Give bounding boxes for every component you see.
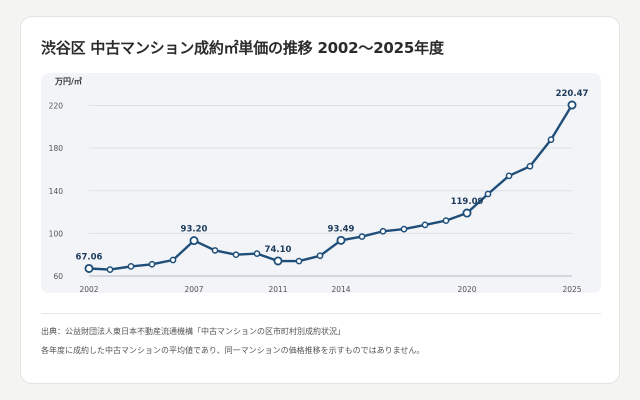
data-label: 93.20 bbox=[181, 225, 208, 235]
data-point bbox=[400, 225, 408, 233]
data-point bbox=[526, 162, 534, 170]
data-point bbox=[567, 100, 577, 110]
y-axis-label: 万円/㎡ bbox=[54, 76, 82, 86]
data-point bbox=[253, 250, 261, 257]
y-tick-label: 180 bbox=[49, 144, 64, 153]
x-tick-label: 2002 bbox=[79, 285, 98, 293]
data-point bbox=[336, 235, 346, 245]
y-tick-label: 140 bbox=[49, 187, 64, 196]
data-point bbox=[211, 247, 219, 254]
data-label: 119.09 bbox=[451, 197, 484, 207]
y-tick-label: 100 bbox=[49, 229, 64, 238]
data-point bbox=[273, 256, 283, 266]
data-point bbox=[316, 252, 324, 260]
data-point bbox=[127, 263, 135, 270]
data-point bbox=[358, 233, 366, 240]
x-tick-label: 2007 bbox=[184, 285, 203, 293]
data-point bbox=[169, 256, 177, 264]
x-tick-label: 2011 bbox=[268, 285, 287, 293]
data-point bbox=[189, 236, 199, 246]
y-tick-label: 220 bbox=[49, 102, 64, 111]
source-note: 出典：公益財団法人東日本不動産流通機構「中古マンションの区市町村別成約状況」 bbox=[41, 327, 345, 336]
plot-panel: 60 100 140 180 220 万円/㎡ 2002 2007 2011 2014 2020 20… bbox=[41, 73, 601, 293]
data-point bbox=[442, 217, 450, 224]
x-tick-label: 2025 bbox=[562, 285, 581, 293]
divider bbox=[41, 313, 601, 314]
data-point bbox=[547, 136, 555, 143]
data-point bbox=[379, 227, 387, 235]
data-point bbox=[148, 260, 156, 268]
line-chart: 60 100 140 180 220 万円/㎡ 2002 2007 2011 2014 2020 20… bbox=[49, 76, 589, 293]
chart-card: 渋谷区 中古マンション成約㎡単価の推移 2002〜2025年度 60 100 140… bbox=[20, 16, 620, 384]
data-label: 67.06 bbox=[76, 252, 103, 262]
data-point bbox=[295, 257, 303, 265]
data-point bbox=[505, 172, 513, 180]
disclaimer-note: 各年度に成約した中古マンションの平均値であり、同一マンションの価格推移を示すもの… bbox=[41, 346, 425, 355]
chart-title: 渋谷区 中古マンション成約㎡単価の推移 2002〜2025年度 bbox=[41, 39, 444, 57]
data-point bbox=[106, 266, 114, 273]
data-point bbox=[421, 221, 429, 229]
data-point bbox=[484, 190, 492, 198]
x-tick-label: 2014 bbox=[331, 285, 350, 293]
series-line bbox=[87, 103, 574, 271]
data-point bbox=[232, 251, 240, 259]
data-point bbox=[84, 263, 94, 273]
data-point bbox=[462, 208, 472, 218]
y-tick-label: 60 bbox=[53, 272, 63, 281]
data-label: 74.10 bbox=[265, 245, 292, 255]
x-tick-label: 2020 bbox=[457, 285, 476, 293]
data-label: 93.49 bbox=[328, 224, 355, 234]
data-label: 220.47 bbox=[556, 89, 589, 99]
